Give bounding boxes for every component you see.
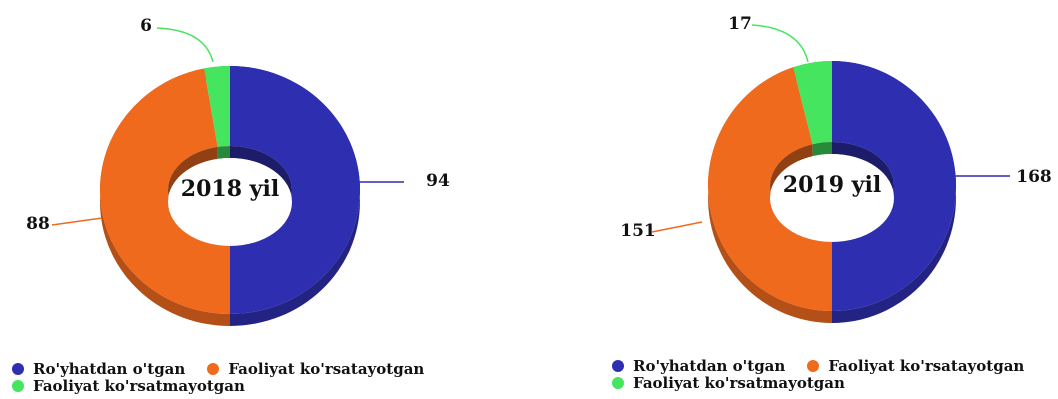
data-label: 6 (140, 16, 152, 36)
legend-marker (612, 376, 624, 389)
legend-label: Faoliyat ko'rsatmayotgan (33, 376, 245, 395)
donut-slice (793, 61, 832, 145)
donut-hole (770, 154, 894, 242)
legend-marker (612, 359, 624, 372)
legend-label: Faoliyat ko'rsatayotgan (828, 356, 1025, 375)
data-label: 168 (1016, 167, 1052, 187)
donut-slice (707, 67, 832, 311)
data-label: 151 (620, 221, 656, 241)
legend-2018: Ro'yhatdan o'tgan Faoliyat ko'rsatayotga… (12, 360, 446, 395)
data-label: 94 (426, 171, 450, 191)
legend-label: Faoliyat ko'rsatayotgan (228, 359, 425, 378)
chart-center-label: 2018 yil (181, 176, 279, 202)
legend-marker (207, 362, 220, 375)
donut-hole (168, 158, 292, 246)
slice-inner-wall (217, 146, 230, 159)
donut-slice (204, 66, 230, 147)
legend-item: Ro'yhatdan o'tgan (12, 360, 185, 378)
data-label: 17 (728, 14, 752, 34)
legend-item: Faoliyat ko'rsatmayotgan (12, 377, 245, 395)
legend-2019: Ro'yhatdan o'tgan Faoliyat ko'rsatayotga… (612, 357, 1046, 392)
leader-line (156, 27, 214, 63)
slice-inner-wall (812, 142, 832, 157)
data-label: 88 (26, 214, 50, 234)
legend-item: Ro'yhatdan o'tgan (612, 357, 785, 375)
legend-marker (807, 359, 820, 372)
legend-marker (12, 379, 24, 392)
leader-line (51, 217, 103, 226)
legend-marker (12, 362, 24, 375)
legend-label: Ro'yhatdan o'tgan (633, 356, 786, 375)
legend-item: Faoliyat ko'rsatayotgan (807, 357, 1024, 375)
donut-slice (230, 66, 360, 314)
legend-label: Faoliyat ko'rsatmayotgan (633, 373, 845, 392)
legend-item: Faoliyat ko'rsatayotgan (207, 360, 424, 378)
leader-line (651, 221, 703, 233)
legend-label: Ro'yhatdan o'tgan (33, 359, 186, 378)
chart-center-label: 2019 yil (783, 172, 881, 198)
leader-line (751, 24, 809, 63)
donut-slice (100, 68, 230, 315)
legend-item: Faoliyat ko'rsatmayotgan (612, 374, 845, 392)
